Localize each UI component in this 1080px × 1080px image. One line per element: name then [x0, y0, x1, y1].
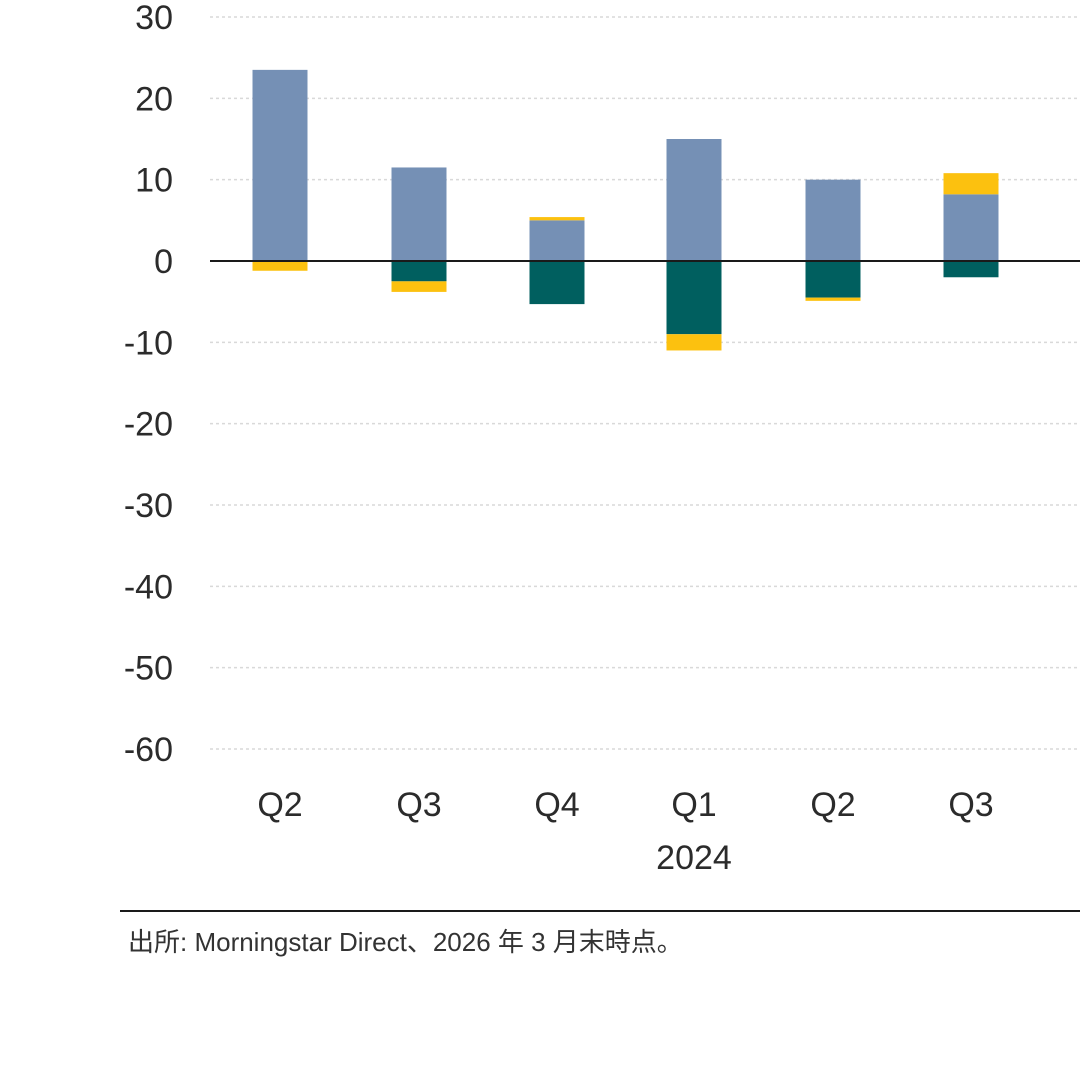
y-tick-label: -20: [124, 406, 173, 444]
x-tick-label: Q1: [671, 786, 716, 824]
bar-segment: [805, 261, 861, 298]
bar-segment: [391, 261, 447, 282]
x-tick-label: Q4: [534, 786, 579, 824]
x-year-label: 2024: [656, 839, 732, 877]
grid-lines: [210, 16, 1080, 750]
source-note: 出所: Morningstar Direct、2026 年 3 月末時点。: [128, 927, 683, 957]
bar-segment: [666, 334, 722, 351]
y-tick-label: 20: [135, 80, 173, 118]
bar-segment: [529, 217, 585, 221]
y-tick-label: 30: [135, 0, 173, 37]
bar-segment: [666, 261, 722, 335]
bar-segment: [252, 69, 308, 261]
bar-segment: [529, 220, 585, 261]
bar-segment: [943, 261, 999, 278]
y-tick-label: 0: [154, 243, 173, 281]
y-axis-tick-labels: 30 20 10 0 -10 -20 -30 -40 -50 -60: [124, 0, 173, 769]
bar-segment: [805, 179, 861, 261]
bars: [252, 69, 999, 351]
x-tick-label: Q2: [257, 786, 302, 824]
x-tick-label: Q2: [810, 786, 855, 824]
bar-segment: [252, 261, 308, 271]
bar-segment: [666, 139, 722, 261]
y-tick-label: -60: [124, 731, 173, 769]
y-tick-label: -40: [124, 568, 173, 606]
y-tick-label: -30: [124, 487, 173, 525]
bar-segment: [391, 167, 447, 261]
bar-segment: [943, 194, 999, 261]
bar-segment: [529, 261, 585, 305]
y-tick-label: -50: [124, 650, 173, 688]
x-tick-label: Q3: [396, 786, 441, 824]
bar-segment: [391, 281, 447, 292]
y-tick-label: -10: [124, 324, 173, 362]
y-tick-label: 10: [135, 162, 173, 200]
x-axis-tick-labels: Q2 Q3 Q4 Q1 2024 Q2 Q3: [257, 786, 993, 877]
bar-segment: [805, 297, 861, 301]
bar-segment: [943, 173, 999, 195]
x-tick-label: Q3: [948, 786, 993, 824]
